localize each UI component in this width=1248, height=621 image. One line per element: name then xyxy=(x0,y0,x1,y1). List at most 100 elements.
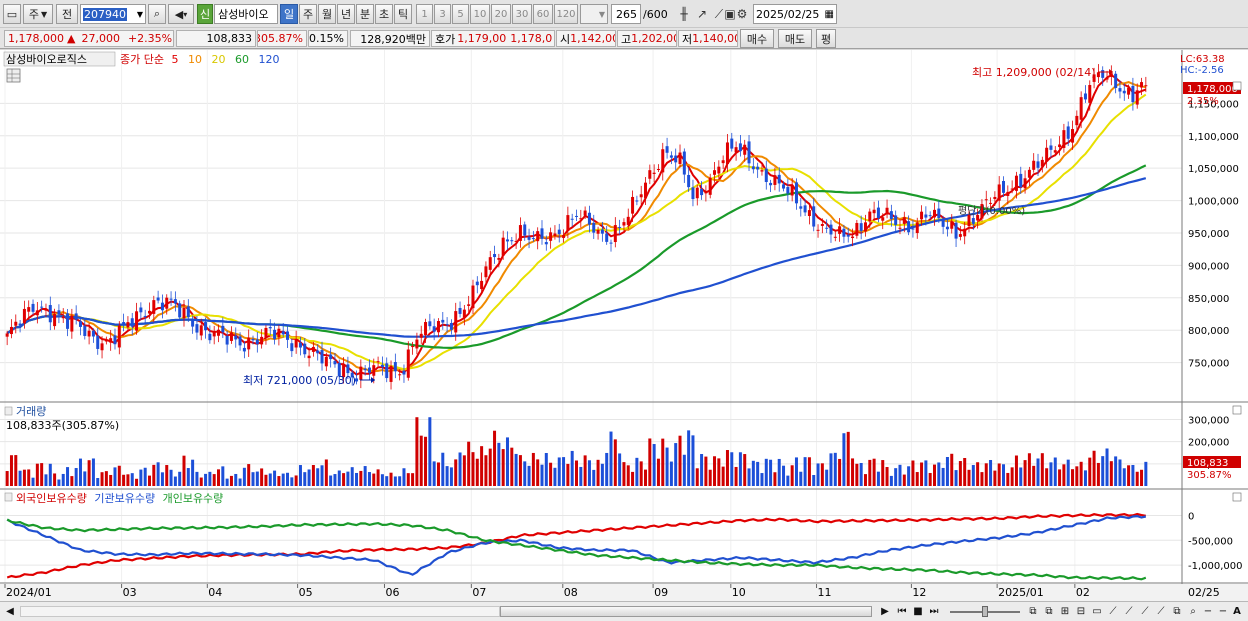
tab-month[interactable]: 월 xyxy=(318,4,336,24)
tool-icon[interactable]: ⧉ xyxy=(1029,606,1037,617)
candle-body xyxy=(1032,160,1036,170)
chart-type-select[interactable]: 주 ▼ xyxy=(23,4,53,24)
candle-body xyxy=(1006,191,1010,196)
volume-panel-icon[interactable] xyxy=(4,406,13,416)
panel-close-icon[interactable] xyxy=(1232,405,1242,415)
holdings-axis: 0 -500,000 -1,000,000 xyxy=(1188,511,1243,572)
volume-bar xyxy=(449,467,453,486)
volume-bar xyxy=(1010,467,1014,486)
calendar-icon[interactable]: ▦ xyxy=(824,8,834,20)
table-toggle-icon[interactable] xyxy=(6,68,21,83)
trend-icon[interactable]: ⟋ xyxy=(1109,606,1117,617)
interval-120[interactable]: 120 xyxy=(554,4,578,24)
arrow-icon[interactable]: ↗ xyxy=(696,7,708,21)
stock-name-field[interactable]: 삼성바이오 xyxy=(214,4,278,24)
eval-button[interactable]: 평 xyxy=(816,29,836,48)
trendline-icon[interactable]: ⟋ xyxy=(714,7,724,21)
candle-body xyxy=(725,142,729,165)
high-arrow-head xyxy=(1109,69,1113,75)
candle-body xyxy=(876,207,880,219)
stop-icon[interactable]: ■ xyxy=(913,606,923,617)
save-icon[interactable]: ▣ xyxy=(724,7,736,21)
interval-60[interactable]: 60 xyxy=(533,4,553,24)
candle-body xyxy=(894,215,898,225)
volume-bar xyxy=(217,469,221,486)
candle-body xyxy=(61,316,65,319)
text-tool-icon[interactable]: A xyxy=(1233,606,1241,617)
candle-body xyxy=(570,218,574,220)
interval-3[interactable]: 3 xyxy=(434,4,451,24)
trend-icon[interactable]: ⟋ xyxy=(1157,606,1165,617)
tool-icon[interactable]: ⧉ xyxy=(1173,606,1181,617)
candle-body xyxy=(937,208,941,219)
interval-5[interactable]: 5 xyxy=(452,4,469,24)
volume-bar xyxy=(376,469,380,486)
stock-chart[interactable]: 삼성바이오로직스 종가 단순 5 10 20 60 120 최고 1,209,0… xyxy=(0,50,1248,601)
window-menu-icon[interactable]: ▭ xyxy=(3,4,21,24)
volume-bar xyxy=(5,471,9,486)
candle-body xyxy=(9,326,13,335)
credit-badge[interactable]: 신 xyxy=(197,4,213,24)
x-tick-label: 03 xyxy=(123,586,137,599)
candle-body xyxy=(1135,90,1139,105)
volume-bar xyxy=(820,463,824,486)
interval-1[interactable]: 1 xyxy=(416,4,433,24)
volume-bar xyxy=(359,470,363,486)
tool-icon[interactable]: ▭ xyxy=(1092,606,1102,617)
zoom-slider-handle[interactable] xyxy=(982,606,988,617)
stock-code-input[interactable]: 207940 ▼ xyxy=(80,4,146,24)
scroll-track[interactable] xyxy=(20,606,500,617)
tab-week[interactable]: 주 xyxy=(299,4,317,24)
count-input[interactable]: 265 xyxy=(611,4,641,24)
last-page-icon[interactable]: ⏭ xyxy=(929,606,939,617)
tab-year[interactable]: 년 xyxy=(337,4,355,24)
chevron-down-icon[interactable]: ▼ xyxy=(136,9,143,19)
candle-body xyxy=(1075,115,1079,126)
interval-30[interactable]: 30 xyxy=(512,4,532,24)
scroll-thumb[interactable] xyxy=(500,606,872,617)
candle-settings-icon[interactable]: ╫ xyxy=(680,7,688,21)
panel-close-icon[interactable] xyxy=(1232,492,1242,502)
date-input[interactable]: 2025/02/25 ▦ xyxy=(753,4,837,24)
sell-button[interactable]: 매도 xyxy=(778,29,812,48)
speaker-icon[interactable]: ◀ ▾ xyxy=(168,4,194,24)
search-icon[interactable]: ⌕ xyxy=(148,4,166,24)
tab-second[interactable]: 초 xyxy=(375,4,393,24)
volume-bar xyxy=(74,468,78,486)
volume-bar xyxy=(1032,465,1036,486)
tool-icon[interactable]: ⊞ xyxy=(1060,606,1070,617)
tool-icon[interactable]: ⧉ xyxy=(1045,606,1053,617)
zoom-out-icon[interactable]: − xyxy=(1203,606,1213,617)
trend-icon[interactable]: ⟋ xyxy=(1125,606,1133,617)
candle-body xyxy=(575,215,578,217)
gear-icon[interactable]: ⚙ xyxy=(736,7,748,21)
candle-body xyxy=(221,325,225,333)
zoom-in-icon[interactable]: − xyxy=(1218,606,1228,617)
candle-body xyxy=(122,322,126,324)
trend-icon[interactable]: ⟋ xyxy=(1141,606,1149,617)
tab-day[interactable]: 일 xyxy=(280,4,298,24)
buy-button[interactable]: 매수 xyxy=(740,29,774,48)
scroll-left-icon[interactable]: ◀ xyxy=(6,606,14,617)
candle-body xyxy=(441,319,445,323)
panel-close-icon[interactable] xyxy=(1232,81,1242,91)
holdings-panel-icon[interactable] xyxy=(4,492,13,502)
custom-interval-select[interactable]: ▼ xyxy=(580,4,608,24)
tool-icon[interactable]: ⊟ xyxy=(1076,606,1086,617)
volume-bar xyxy=(1066,459,1070,486)
candle-body xyxy=(44,308,48,311)
volume-bar xyxy=(91,458,95,486)
volume-bar xyxy=(130,473,134,486)
tab-tick[interactable]: 틱 xyxy=(394,4,412,24)
first-page-icon[interactable]: ⏮ xyxy=(897,606,907,617)
prev-button[interactable]: 전 xyxy=(56,4,78,24)
candle-body xyxy=(143,315,147,317)
volume-bar xyxy=(14,455,18,486)
interval-10[interactable]: 10 xyxy=(470,4,490,24)
price-change-pct: +2.35% xyxy=(127,32,173,45)
zoom-icon[interactable]: ⌕ xyxy=(1190,606,1196,617)
tab-minute[interactable]: 분 xyxy=(356,4,374,24)
interval-20[interactable]: 20 xyxy=(491,4,511,24)
price-tick-label: 1,150,000 xyxy=(1188,99,1239,110)
scroll-right-icon[interactable]: ▶ xyxy=(881,606,889,617)
